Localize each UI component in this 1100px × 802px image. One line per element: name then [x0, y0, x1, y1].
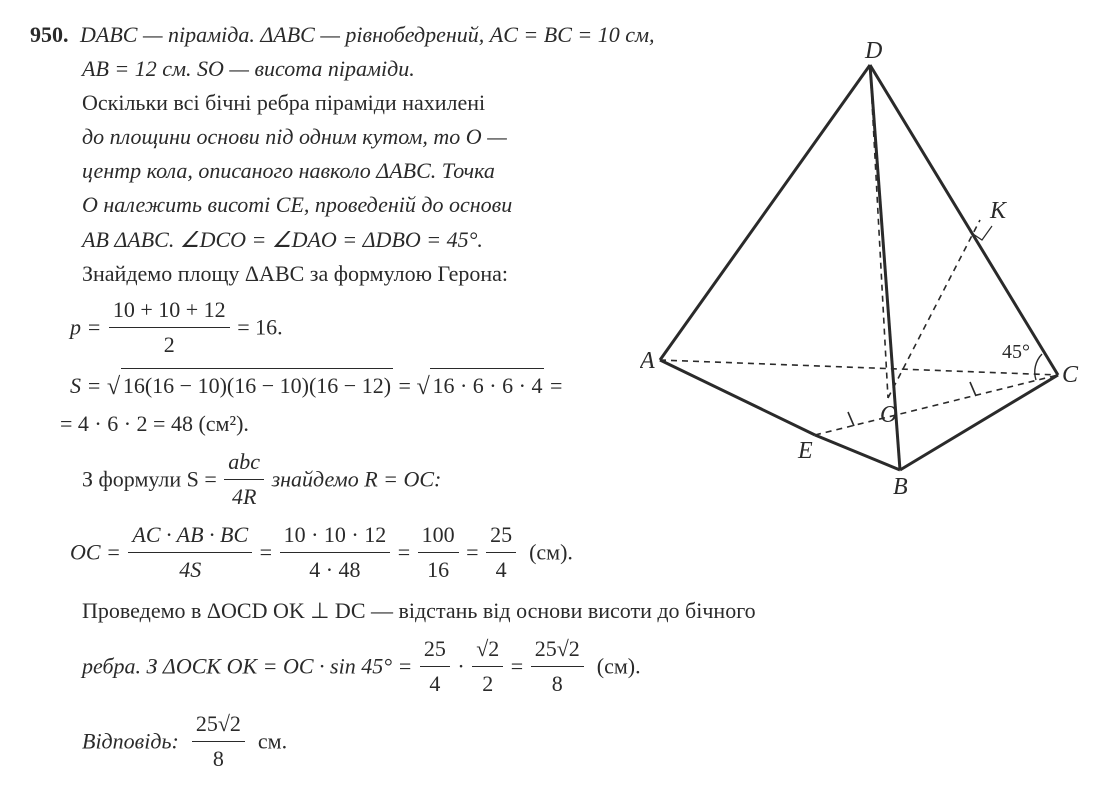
sqrt-1: 16(16 − 10)(16 − 10)(16 − 12) [107, 368, 393, 403]
pyramid-figure: D A E B C O K 45° [640, 40, 1080, 480]
tick-1 [848, 412, 854, 426]
edge-DA [660, 65, 870, 360]
oc-equation: OC = AC · AB · BC4S = 10 · 10 · 124 · 48… [30, 520, 1070, 589]
sqrt-2: 16 · 6 · 6 · 4 [416, 368, 544, 403]
segment-OK [888, 220, 980, 398]
label-B: B [893, 474, 908, 500]
answer: Відповідь: 25√28 см. [30, 709, 1070, 778]
label-A: A [640, 348, 655, 374]
label-D: D [864, 40, 882, 64]
angle-arc-45 [1035, 354, 1042, 380]
edge-DC [870, 65, 1058, 375]
label-K: K [989, 198, 1008, 224]
tick-2 [970, 382, 976, 396]
label-E: E [797, 438, 813, 464]
edge-BC [900, 375, 1058, 470]
label-O: O [880, 402, 897, 428]
abc-over-4r: abc 4R [224, 445, 264, 514]
line-1-text: DABC — піраміда. ΔABC — рівнобедрений, A… [74, 22, 655, 47]
label-angle: 45° [1002, 341, 1030, 363]
edge-AC-hidden [660, 360, 1058, 375]
problem-number: 950. [30, 22, 69, 47]
line-10: ребра. З ΔOCK OK = OC · sin 45° = 254 · … [30, 634, 1070, 703]
line-9: Проведемо в ΔOCD OK ⊥ DC — відстань від … [30, 594, 1070, 628]
edge-EB [815, 435, 900, 470]
p-fraction: 10 + 10 + 12 2 [109, 293, 230, 362]
label-C: C [1062, 362, 1079, 388]
edge-EC-hidden [815, 375, 1058, 435]
edge-AE [660, 360, 815, 435]
